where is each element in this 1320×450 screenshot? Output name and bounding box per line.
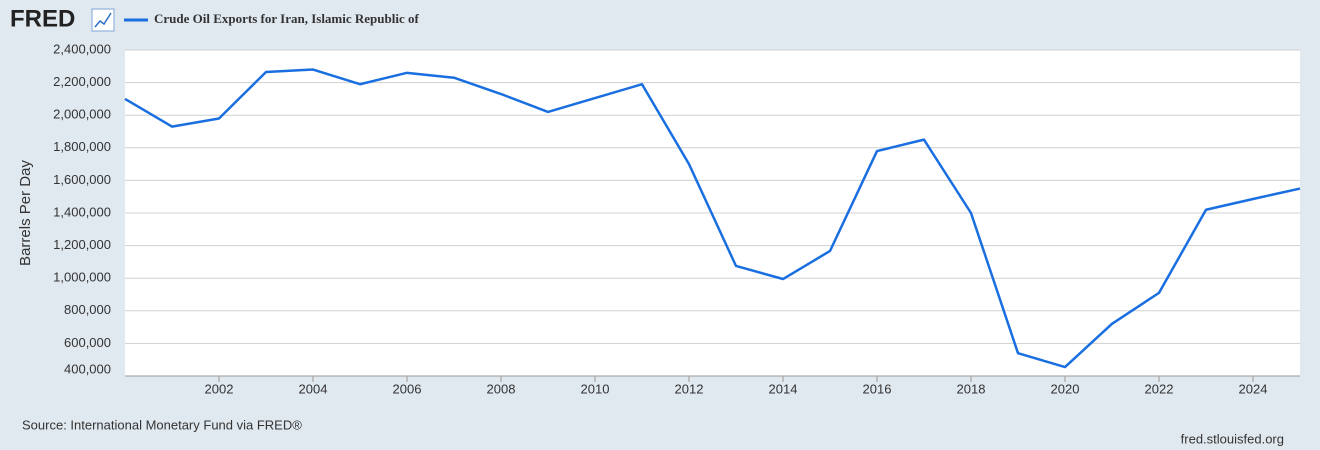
y-tick-label: 2,200,000 [53, 74, 111, 89]
y-tick-label: 2,400,000 [53, 41, 111, 56]
source: Source: International Monetary Fund via … [22, 417, 302, 432]
x-tick-label: 2008 [487, 381, 516, 396]
x-tick-label: 2022 [1145, 381, 1174, 396]
x-tick-label: 2014 [769, 381, 798, 396]
y-tick-label: 400,000 [64, 361, 111, 376]
x-tick-label: 2006 [393, 381, 422, 396]
y-tick-label: 2,000,000 [53, 107, 111, 122]
y-tick-label: 1,800,000 [53, 139, 111, 154]
x-tick-label: 2016 [863, 381, 892, 396]
x-tick-label: 2018 [957, 381, 986, 396]
y-tick-label: 800,000 [64, 302, 111, 317]
y-tick-label: 600,000 [64, 335, 111, 350]
logo-icon-line [94, 12, 112, 28]
y-tick-label: 1,000,000 [53, 270, 111, 285]
logo-icon [91, 8, 115, 32]
x-tick-label: 2024 [1239, 381, 1268, 396]
legend-label: Crude Oil Exports for Iran, Islamic Repu… [154, 11, 419, 26]
site[interactable]: fred.stlouisfed.org [1181, 431, 1284, 446]
y-tick-label: 1,400,000 [53, 204, 111, 219]
x-tick-label: 2020 [1051, 381, 1080, 396]
y-axis-label: Barrels Per Day [17, 160, 34, 266]
x-tick-label: 2012 [675, 381, 704, 396]
x-tick-label: 2002 [205, 381, 234, 396]
x-tick-label: 2004 [299, 381, 328, 396]
x-tick-label: 2010 [581, 381, 610, 396]
logo[interactable]: FRED [10, 5, 75, 32]
series-line [124, 68, 1301, 369]
y-tick-label: 1,600,000 [53, 172, 111, 187]
y-tick-label: 1,200,000 [53, 237, 111, 252]
